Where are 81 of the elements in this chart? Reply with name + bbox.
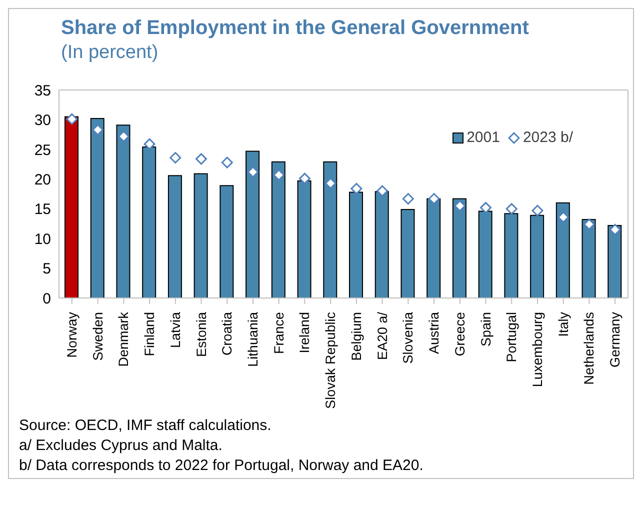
x-tick-label: France	[271, 312, 286, 354]
bar	[478, 210, 492, 298]
x-tick-label: Germany	[608, 312, 623, 368]
bar	[168, 175, 182, 298]
bar	[246, 150, 260, 298]
point	[221, 156, 233, 168]
chart-title: Share of Employment in the General Government	[60, 16, 530, 40]
point	[118, 130, 130, 142]
point	[558, 211, 570, 223]
bar	[452, 198, 466, 298]
x-tick-label: Slovenia	[400, 312, 416, 364]
point	[196, 153, 207, 165]
x-tick-label: Sweden	[90, 312, 106, 361]
bar	[374, 191, 389, 298]
point	[66, 113, 78, 125]
x-tick-label: Spain	[478, 312, 494, 347]
point	[609, 224, 621, 236]
x-tick-label: Estonia	[194, 312, 209, 358]
bar	[349, 192, 363, 298]
point	[92, 124, 104, 136]
bar	[400, 208, 415, 298]
point	[506, 203, 518, 215]
point	[273, 169, 285, 181]
x-tick-label: Belgium	[348, 312, 364, 361]
point	[583, 218, 595, 230]
point	[428, 193, 440, 205]
bar	[530, 214, 544, 298]
y-tick-label: 5	[42, 260, 51, 278]
bar	[220, 185, 234, 298]
bar	[323, 161, 338, 298]
point	[480, 202, 492, 214]
y-tick-label: 15	[34, 201, 51, 218]
point	[324, 178, 336, 190]
x-tick-label: Latvia	[168, 312, 183, 348]
text: b/ Data corresponds to 2022 for Portugal, Norway and EA20.	[19, 456, 424, 476]
bar	[504, 213, 518, 298]
x-tick-label: Croatia	[220, 312, 235, 356]
x-tick-label: Portugal	[504, 312, 520, 362]
bar	[582, 219, 596, 298]
bar	[64, 116, 78, 298]
point	[170, 152, 182, 164]
bar	[556, 202, 570, 298]
point	[402, 193, 414, 205]
bar	[271, 161, 286, 298]
x-tick-label: Norway	[64, 312, 80, 358]
x-tick-label: Austria	[426, 312, 442, 354]
source-note: Source: OECD, IMF staff calculations.	[19, 416, 272, 436]
bar	[90, 118, 104, 298]
point	[247, 166, 259, 178]
x-tick-label: Greece	[452, 312, 468, 356]
bar	[116, 124, 130, 298]
point	[144, 138, 156, 150]
point	[376, 185, 388, 197]
x-tick-label: EA20 a/	[374, 312, 390, 360]
point	[350, 182, 362, 194]
y-tick-label: 25	[34, 142, 51, 159]
point	[532, 204, 544, 216]
chart-subtitle: (In percent)	[60, 41, 160, 64]
legend-label: 2001	[466, 129, 500, 146]
y-tick-label: 0	[42, 290, 51, 308]
point	[298, 172, 310, 184]
x-tick-label: Italy	[556, 312, 571, 337]
x-tick-label: Luxembourg	[530, 312, 545, 388]
x-tick-label: Finland	[142, 312, 158, 356]
x-tick-label: Slovak Republic	[323, 312, 338, 409]
bar	[297, 180, 312, 298]
x-tick-label: Netherlands	[582, 312, 597, 385]
point	[454, 200, 466, 212]
x-tick-label: Denmark	[116, 312, 132, 367]
y-tick-label: 10	[34, 230, 51, 248]
bar	[608, 224, 622, 298]
y-tick-label: 30	[34, 112, 51, 130]
text: a/ Excludes Cyprus and Malta.	[19, 436, 224, 456]
bar	[194, 173, 208, 298]
legend-label: 2023 b/	[522, 129, 573, 146]
y-tick-label: 35	[34, 82, 51, 100]
y-tick-label: 20	[34, 171, 51, 188]
x-tick-label: Lithuania	[245, 312, 260, 367]
bar	[426, 198, 441, 298]
x-tick-label: Ireland	[297, 312, 312, 354]
bar	[142, 146, 156, 298]
